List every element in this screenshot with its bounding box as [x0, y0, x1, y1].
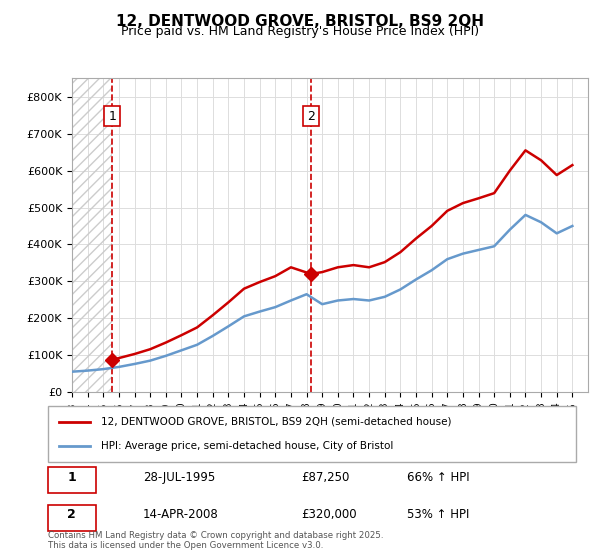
Text: 12, DENTWOOD GROVE, BRISTOL, BS9 2QH (semi-detached house): 12, DENTWOOD GROVE, BRISTOL, BS9 2QH (se…	[101, 417, 451, 427]
Text: Contains HM Land Registry data © Crown copyright and database right 2025.
This d: Contains HM Land Registry data © Crown c…	[48, 530, 383, 550]
Bar	[72, 78, 112, 392]
Text: £87,250: £87,250	[301, 470, 350, 484]
FancyBboxPatch shape	[48, 467, 95, 493]
Text: 12, DENTWOOD GROVE, BRISTOL, BS9 2QH: 12, DENTWOOD GROVE, BRISTOL, BS9 2QH	[116, 14, 484, 29]
FancyBboxPatch shape	[48, 406, 576, 462]
Text: 2: 2	[67, 508, 76, 521]
Text: £320,000: £320,000	[301, 508, 357, 521]
Text: 14-APR-2008: 14-APR-2008	[143, 508, 219, 521]
Text: 1: 1	[67, 470, 76, 484]
Bar	[72, 78, 112, 392]
FancyBboxPatch shape	[48, 505, 95, 531]
Text: 28-JUL-1995: 28-JUL-1995	[143, 470, 215, 484]
Text: 53% ↑ HPI: 53% ↑ HPI	[407, 508, 469, 521]
Text: 66% ↑ HPI: 66% ↑ HPI	[407, 470, 470, 484]
Text: 1: 1	[108, 110, 116, 123]
Text: 2: 2	[307, 110, 315, 123]
Text: Price paid vs. HM Land Registry's House Price Index (HPI): Price paid vs. HM Land Registry's House …	[121, 25, 479, 38]
Text: HPI: Average price, semi-detached house, City of Bristol: HPI: Average price, semi-detached house,…	[101, 441, 393, 451]
